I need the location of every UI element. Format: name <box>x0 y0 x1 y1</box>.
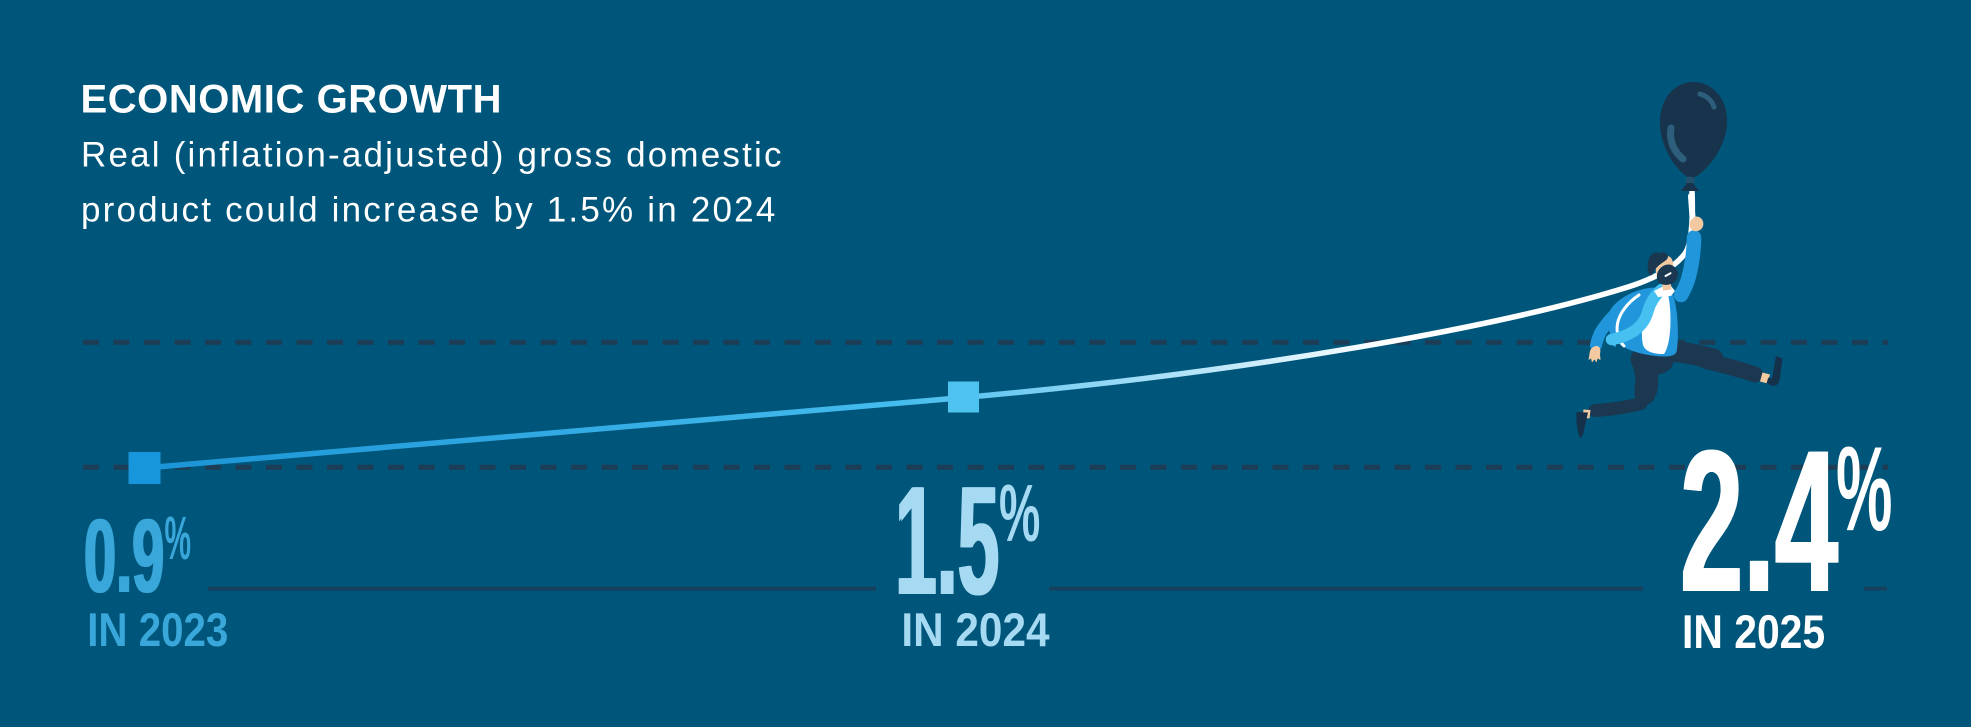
svg-text:1.5: 1.5 <box>896 454 1000 627</box>
svg-text:0.9: 0.9 <box>85 497 165 615</box>
svg-text:IN 2023: IN 2023 <box>87 604 228 657</box>
svg-text:2.4: 2.4 <box>1679 407 1837 634</box>
svg-text:1.5: 1.5 <box>894 454 998 627</box>
svg-text:%: % <box>999 467 1040 558</box>
svg-text:0.9: 0.9 <box>83 497 163 615</box>
svg-text:IN 2025: IN 2025 <box>1682 606 1825 658</box>
svg-text:%: % <box>1836 423 1892 557</box>
svg-text:2.4: 2.4 <box>1681 407 1839 634</box>
svg-text:product could increase by 1.5%: product could increase by 1.5% in 2024 <box>81 191 778 230</box>
svg-text:ECONOMIC GROWTH: ECONOMIC GROWTH <box>81 78 503 122</box>
svg-text:IN 2024: IN 2024 <box>901 604 1049 657</box>
svg-text:%: % <box>165 504 192 573</box>
svg-text:Real (inflation-adjusted) gros: Real (inflation-adjusted) gross domestic <box>81 136 784 175</box>
